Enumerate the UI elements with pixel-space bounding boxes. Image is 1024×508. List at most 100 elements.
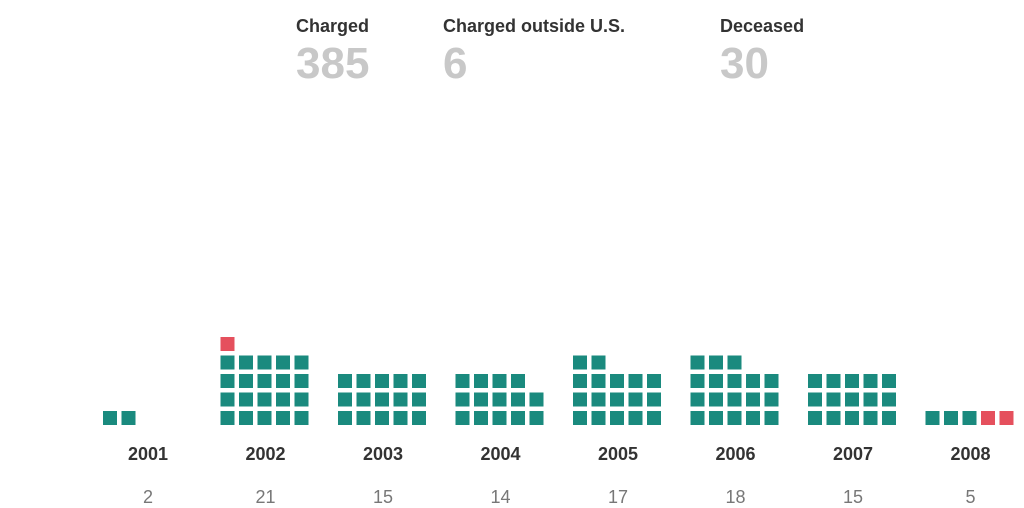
- year-label-2003: 2003: [363, 444, 403, 464]
- charged-square-2002: [276, 411, 290, 425]
- charged-square-2005: [628, 411, 643, 425]
- charged-square-2004: [511, 411, 525, 425]
- charged-square-2002: [239, 374, 253, 388]
- charged-square-2004: [529, 411, 544, 425]
- charged-square-2001: [121, 411, 136, 425]
- year-label-2006: 2006: [715, 444, 755, 464]
- charged-square-2005: [610, 374, 624, 388]
- charged-square-2002: [257, 411, 272, 425]
- count-label-2002: 21: [255, 487, 275, 507]
- charged-square-2008: [944, 411, 958, 425]
- charged-square-2006: [746, 374, 760, 388]
- charged-square-2005: [647, 392, 661, 407]
- year-label-2005: 2005: [598, 444, 638, 464]
- charged-square-2003: [393, 374, 408, 388]
- deceased-square-2008: [999, 411, 1014, 425]
- charged-square-2003: [412, 411, 426, 425]
- charged-square-2002: [276, 374, 290, 388]
- charged-square-2005: [573, 355, 587, 370]
- count-label-2004: 14: [490, 487, 510, 507]
- charged-square-2007: [882, 392, 896, 407]
- year-label-2004: 2004: [480, 444, 520, 464]
- year-group-2005: 2005 17: [573, 355, 661, 507]
- year-group-2007: 2007 15: [808, 374, 896, 507]
- charged-square-2004: [455, 374, 470, 388]
- stat-charged-label: Charged: [296, 16, 370, 36]
- charged-square-2006: [746, 411, 760, 425]
- charged-square-2005: [591, 355, 606, 370]
- charged-square-2007: [882, 411, 896, 425]
- charged-square-2006: [709, 392, 723, 407]
- charged-square-2006: [690, 374, 705, 388]
- charged-square-2006: [727, 374, 742, 388]
- charged-square-2006: [690, 355, 705, 370]
- charged-square-2007: [882, 374, 896, 388]
- charged-square-2006: [727, 355, 742, 370]
- charged-square-2003: [375, 411, 389, 425]
- year-group-2003: 2003 15: [338, 374, 426, 507]
- charged-square-2004: [511, 392, 525, 407]
- charged-square-2007: [863, 411, 878, 425]
- charged-square-2002: [220, 411, 235, 425]
- charged-square-2003: [375, 392, 389, 407]
- charged-square-2002: [276, 392, 290, 407]
- charged-square-2006: [746, 392, 760, 407]
- charged-square-2005: [628, 374, 643, 388]
- year-group-2008: 2008 5: [925, 411, 1014, 507]
- charged-square-2005: [591, 411, 606, 425]
- charged-square-2005: [610, 411, 624, 425]
- stat-charged-outside-label: Charged outside U.S.: [443, 16, 626, 36]
- charged-square-2005: [610, 392, 624, 407]
- charged-square-2006: [764, 411, 779, 425]
- stat-deceased: Deceased 30: [720, 14, 804, 88]
- charged-square-2007: [826, 411, 841, 425]
- charged-square-2005: [573, 374, 587, 388]
- year-group-2002: 2002 21: [220, 337, 309, 507]
- year-label-2001: 2001: [128, 444, 168, 464]
- charged-square-2006: [727, 392, 742, 407]
- charged-square-2005: [573, 411, 587, 425]
- charged-square-2004: [474, 374, 488, 388]
- charged-square-2003: [338, 374, 352, 388]
- charged-square-2004: [474, 392, 488, 407]
- stat-deceased-label: Deceased: [720, 16, 805, 36]
- charged-square-2008: [925, 411, 940, 425]
- charged-square-2002: [294, 374, 309, 388]
- charged-square-2006: [709, 411, 723, 425]
- year-group-2004: 2004 14: [455, 374, 544, 507]
- charged-square-2002: [294, 392, 309, 407]
- charged-square-2007: [845, 374, 859, 388]
- charged-square-2006: [764, 392, 779, 407]
- stat-charged-value: 385: [296, 39, 370, 88]
- charged-square-2002: [220, 392, 235, 407]
- deceased-square-2002: [220, 337, 235, 351]
- charged-square-2007: [808, 411, 822, 425]
- charged-square-2004: [492, 374, 507, 388]
- count-label-2008: 5: [965, 487, 975, 507]
- stat-charged: Charged 385: [296, 14, 369, 88]
- charged-square-2005: [591, 374, 606, 388]
- charged-square-2004: [511, 374, 525, 388]
- count-label-2003: 15: [373, 487, 393, 507]
- charged-square-2007: [845, 392, 859, 407]
- count-label-2001: 2: [143, 487, 153, 507]
- charged-square-2006: [690, 392, 705, 407]
- charged-square-2004: [492, 392, 507, 407]
- charged-square-2003: [356, 411, 371, 425]
- count-label-2006: 18: [725, 487, 745, 507]
- stat-deceased-value: 30: [720, 39, 769, 88]
- charged-square-2005: [647, 411, 661, 425]
- charged-square-2002: [239, 392, 253, 407]
- charged-square-2002: [294, 355, 309, 370]
- charged-square-2002: [220, 355, 235, 370]
- charged-square-2006: [764, 374, 779, 388]
- charged-square-2002: [257, 392, 272, 407]
- charged-square-2003: [338, 392, 352, 407]
- year-label-2002: 2002: [245, 444, 285, 464]
- charged-square-2004: [474, 411, 488, 425]
- charged-square-2006: [709, 374, 723, 388]
- count-label-2007: 15: [843, 487, 863, 507]
- charged-square-2006: [727, 411, 742, 425]
- charged-square-2007: [826, 392, 841, 407]
